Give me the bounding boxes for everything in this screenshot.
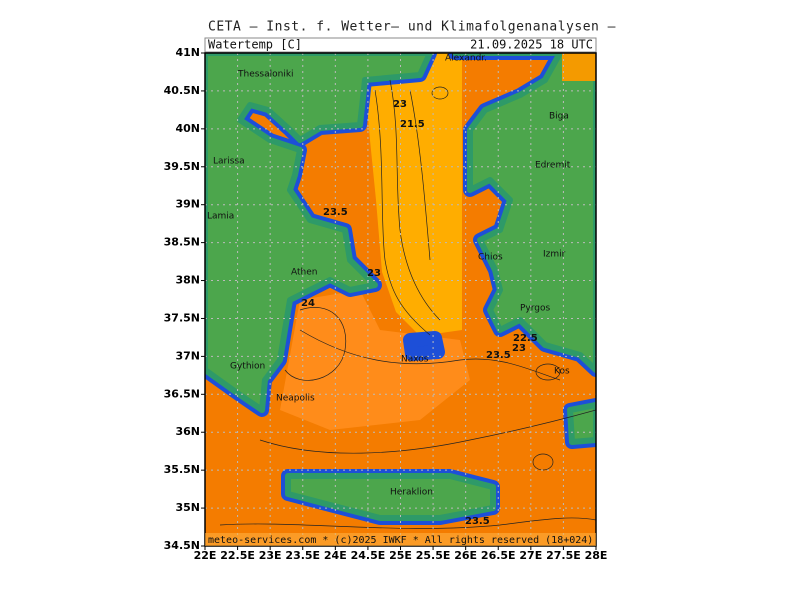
lat-tick-label: 40.5N <box>164 84 200 97</box>
lat-tick-label: 39.5N <box>164 160 200 173</box>
city-label: Biga <box>549 112 569 122</box>
city-label: Athen <box>291 268 317 278</box>
lon-tick-label: 26.5E <box>481 549 516 562</box>
contour-label: 21.5 <box>400 119 425 130</box>
city-label: Pyrgos <box>520 304 551 314</box>
city-label: Larissa <box>213 157 245 167</box>
lat-tick-label: 38.5N <box>164 236 200 249</box>
contours <box>219 79 596 529</box>
land <box>205 53 596 521</box>
contour-label: 22.5 <box>513 333 538 344</box>
marmara-sea <box>562 53 596 81</box>
contour-label: 23.5 <box>465 516 490 527</box>
city-label: Neapolis <box>276 394 315 404</box>
time-label: 21.09.2025 18 UTC <box>470 38 593 52</box>
lon-tick-label: 26E <box>454 549 477 562</box>
lon-tick-label: 27E <box>519 549 542 562</box>
sea-cool <box>365 53 462 336</box>
contour-label: 23 <box>393 99 407 110</box>
lon-tick-label: 22.5E <box>220 549 255 562</box>
city-label: Gythion <box>230 362 265 372</box>
lat-tick-label: 35.5N <box>164 463 200 476</box>
contour-label: 24 <box>301 298 315 309</box>
lat-tick-label: 41N <box>175 46 200 59</box>
contour-label: 23 <box>367 268 381 279</box>
lon-tick-label: 24E <box>324 549 347 562</box>
lat-tick-label: 38N <box>175 274 200 287</box>
lat-tick-label: 36N <box>175 425 200 438</box>
lon-tick-label: 25.5E <box>416 549 451 562</box>
city-label: Izmir <box>543 250 566 260</box>
city-label: Lamia <box>207 212 234 222</box>
grid <box>205 53 596 546</box>
city-label: Edremit <box>535 161 571 171</box>
contour-label: 23.5 <box>486 350 511 361</box>
lat-tick-label: 37N <box>175 349 200 362</box>
lon-tick-label: 23.5E <box>285 549 320 562</box>
contour-label: 23.5 <box>323 207 348 218</box>
lat-tick-label: 37.5N <box>164 311 200 324</box>
lon-tick-label: 27.5E <box>546 549 581 562</box>
lon-tick-label: 25E <box>389 549 412 562</box>
city-label: Thessaloniki <box>237 70 294 80</box>
lon-tick-label: 28E <box>585 549 608 562</box>
city-label: Chios <box>478 253 503 263</box>
lat-tick-label: 35N <box>175 501 200 514</box>
labels: 22E 22.5E 23E 23.5E 24E 24.5E 25E 25.5E 26E 26.5E… <box>164 46 608 562</box>
footer: meteo-services.com * (c)2025 IWKF * All … <box>208 535 593 546</box>
lat-tick-label: 34.5N <box>164 539 200 552</box>
city-label: Alexandr. <box>445 54 487 64</box>
contour-label: 23 <box>512 343 526 354</box>
lon-tick-label: 24.5E <box>351 549 386 562</box>
lat-tick-label: 40N <box>175 122 200 135</box>
header-box <box>204 37 597 53</box>
title: CETA — Inst. f. Wetter— und Klimafolgena… <box>208 20 616 35</box>
lon-tick-label: 23E <box>259 549 282 562</box>
lon-tick-label: 22E <box>194 549 217 562</box>
variable-label: Watertemp [C] <box>208 38 302 52</box>
footer-band <box>205 533 596 546</box>
lat-tick-label: 39N <box>175 198 200 211</box>
city-label: Kos <box>554 367 570 377</box>
city-label: Naxos <box>401 355 429 365</box>
map-area <box>205 53 596 546</box>
lat-tick-label: 36.5N <box>164 387 200 400</box>
city-label: Heraklion <box>390 488 433 498</box>
